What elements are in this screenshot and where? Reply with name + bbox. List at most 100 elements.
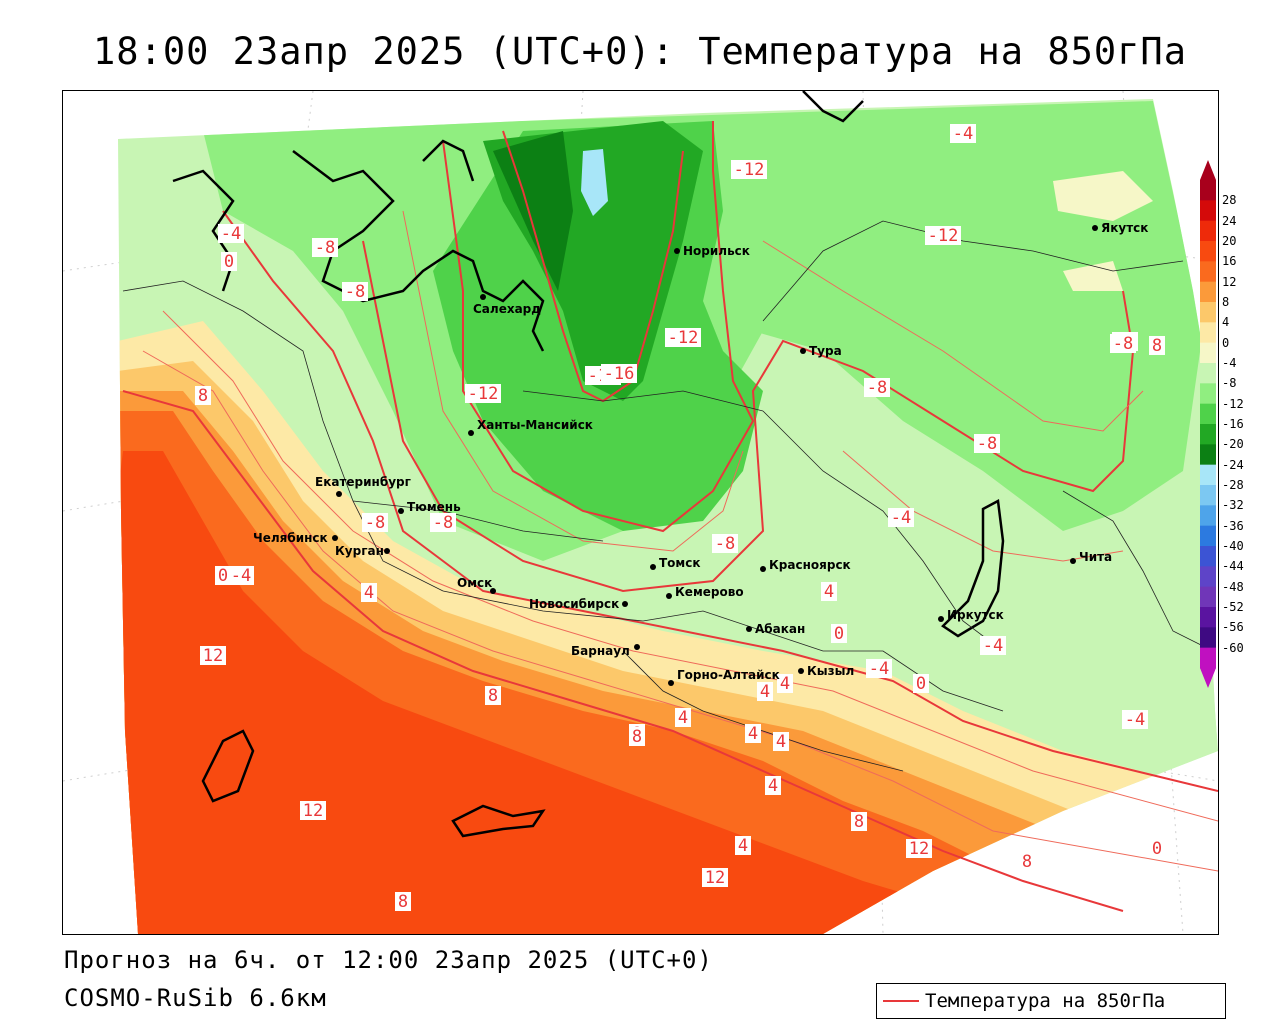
contour-label-background xyxy=(906,839,932,858)
contour-label: 4 xyxy=(780,674,790,694)
city-dot xyxy=(398,508,404,514)
colorbar-segment xyxy=(1200,403,1216,425)
city-dot xyxy=(760,566,766,572)
contour-label-background xyxy=(866,659,892,678)
city-label: Томск xyxy=(659,556,701,570)
contour-label-background xyxy=(1149,336,1165,355)
city-dot xyxy=(1070,558,1076,564)
colorbar-segment xyxy=(1200,627,1216,649)
city-dot xyxy=(1092,225,1098,231)
contour-label: -8 xyxy=(365,513,385,533)
contour-label-background xyxy=(851,812,867,831)
contour-label: -4 xyxy=(231,566,251,586)
colorbar-segment xyxy=(1200,424,1216,445)
city-dot xyxy=(332,535,338,541)
city-label: Горно-Алтайск xyxy=(677,668,780,682)
colorbar-segment xyxy=(1200,444,1216,466)
contour-label-background xyxy=(745,724,761,743)
city-dot xyxy=(798,668,804,674)
colorbar-tick-label: -16 xyxy=(1222,417,1244,431)
colorbar-segment xyxy=(1200,261,1216,283)
contour-label: -4 xyxy=(869,659,889,679)
city-label: Иркутск xyxy=(947,608,1004,622)
city-dot xyxy=(666,593,672,599)
city-dot xyxy=(336,491,342,497)
isotherm-thin-lines xyxy=(142,210,1218,872)
contour-label-background xyxy=(665,328,701,347)
city-label: Чита xyxy=(1079,550,1112,564)
colorbar-tick-label: 8 xyxy=(1222,295,1230,309)
contour-label: -12 xyxy=(928,226,959,246)
contour-label-background xyxy=(228,566,254,585)
colorbar-tick-label: -48 xyxy=(1222,579,1244,594)
colorbar-segment xyxy=(1200,342,1216,364)
contour-label-background xyxy=(361,583,377,602)
contour-label: -4 xyxy=(953,124,973,144)
contour-label-background xyxy=(974,434,1000,453)
contour-label-background xyxy=(465,384,501,403)
contour-label-background xyxy=(773,732,789,751)
colorbar-segment xyxy=(1200,363,1216,384)
legend-label: Температура на 850гПа xyxy=(925,990,1166,1012)
contour-label-background xyxy=(731,160,767,179)
city-label: Курган xyxy=(335,544,384,558)
colorbar-segment xyxy=(1200,505,1216,527)
contour-label: 4 xyxy=(678,708,688,728)
contour-label: 4 xyxy=(738,836,748,856)
contour-label-background xyxy=(913,674,929,693)
colorbar-segment xyxy=(1200,525,1216,547)
city-dot xyxy=(650,564,656,570)
contour-label: -12 xyxy=(668,328,699,348)
city-markers: Салехард Норильск Якутск Тура Ханты-Мансийск… xyxy=(253,221,1148,686)
contour-label: 0 xyxy=(1152,839,1162,859)
colorbar-tick-label: -60 xyxy=(1222,640,1244,655)
city-dot xyxy=(622,601,628,607)
city-label: Барнаул xyxy=(571,644,630,658)
colorbar-tick-label: 12 xyxy=(1222,274,1237,289)
colorbar-segment xyxy=(1200,281,1216,303)
city-dot xyxy=(634,644,640,650)
contour-label: 12 xyxy=(303,801,323,821)
contour-label: 8 xyxy=(398,892,408,912)
contour-label-background xyxy=(864,378,890,397)
colorbar-tick-label: -28 xyxy=(1222,478,1244,492)
city-label: Красноярск xyxy=(769,558,851,572)
city-dot xyxy=(938,616,944,622)
city-label: Якутск xyxy=(1101,221,1148,235)
legend-line-swatch xyxy=(883,1000,919,1002)
colorbar-tick-label: 16 xyxy=(1222,254,1237,269)
contour-label: -8 xyxy=(345,282,365,302)
city-label: Омск xyxy=(457,576,492,590)
contour-label-background xyxy=(980,636,1006,655)
colorbar-tick-label: 28 xyxy=(1222,193,1237,208)
contour-label-background xyxy=(215,566,231,585)
contour-label-background xyxy=(777,674,793,693)
map-legend: Температура на 850гПа xyxy=(876,983,1226,1019)
contour-label-background xyxy=(675,708,691,727)
colorbar-segment xyxy=(1200,566,1216,588)
contour-label-background xyxy=(950,124,976,143)
colorbar-tick-label: -56 xyxy=(1222,620,1244,635)
colorbar-tick-label: -40 xyxy=(1222,539,1244,553)
city-dot xyxy=(668,680,674,686)
colorbar-segment xyxy=(1200,200,1216,222)
city-label: Ханты-Мансийск xyxy=(477,418,593,432)
colorbar-tick-label: -12 xyxy=(1222,396,1244,411)
forecast-caption: Прогноз на 6ч. от 12:00 23апр 2025 (UTC+… xyxy=(64,946,713,974)
colorbar-tick-label: 0 xyxy=(1222,335,1230,350)
contour-label: 4 xyxy=(760,682,770,702)
city-dot xyxy=(468,430,474,436)
contour-label-background xyxy=(1110,334,1136,353)
contour-label: 0 xyxy=(218,566,228,586)
contour-label: 4 xyxy=(364,583,374,603)
city-label: Салехард xyxy=(473,302,541,316)
colorbar-tick-label: -36 xyxy=(1222,518,1244,533)
contour-label-background xyxy=(430,513,456,532)
contour-label-background xyxy=(831,624,847,643)
colorbar-tick-label: 4 xyxy=(1222,315,1230,330)
contour-label-background xyxy=(712,534,738,553)
contour-label: 8 xyxy=(1152,336,1162,356)
city-label: Кызыл xyxy=(807,664,854,678)
colorbar-tick-label: 24 xyxy=(1222,213,1237,228)
isotherm-lines xyxy=(122,121,1218,912)
